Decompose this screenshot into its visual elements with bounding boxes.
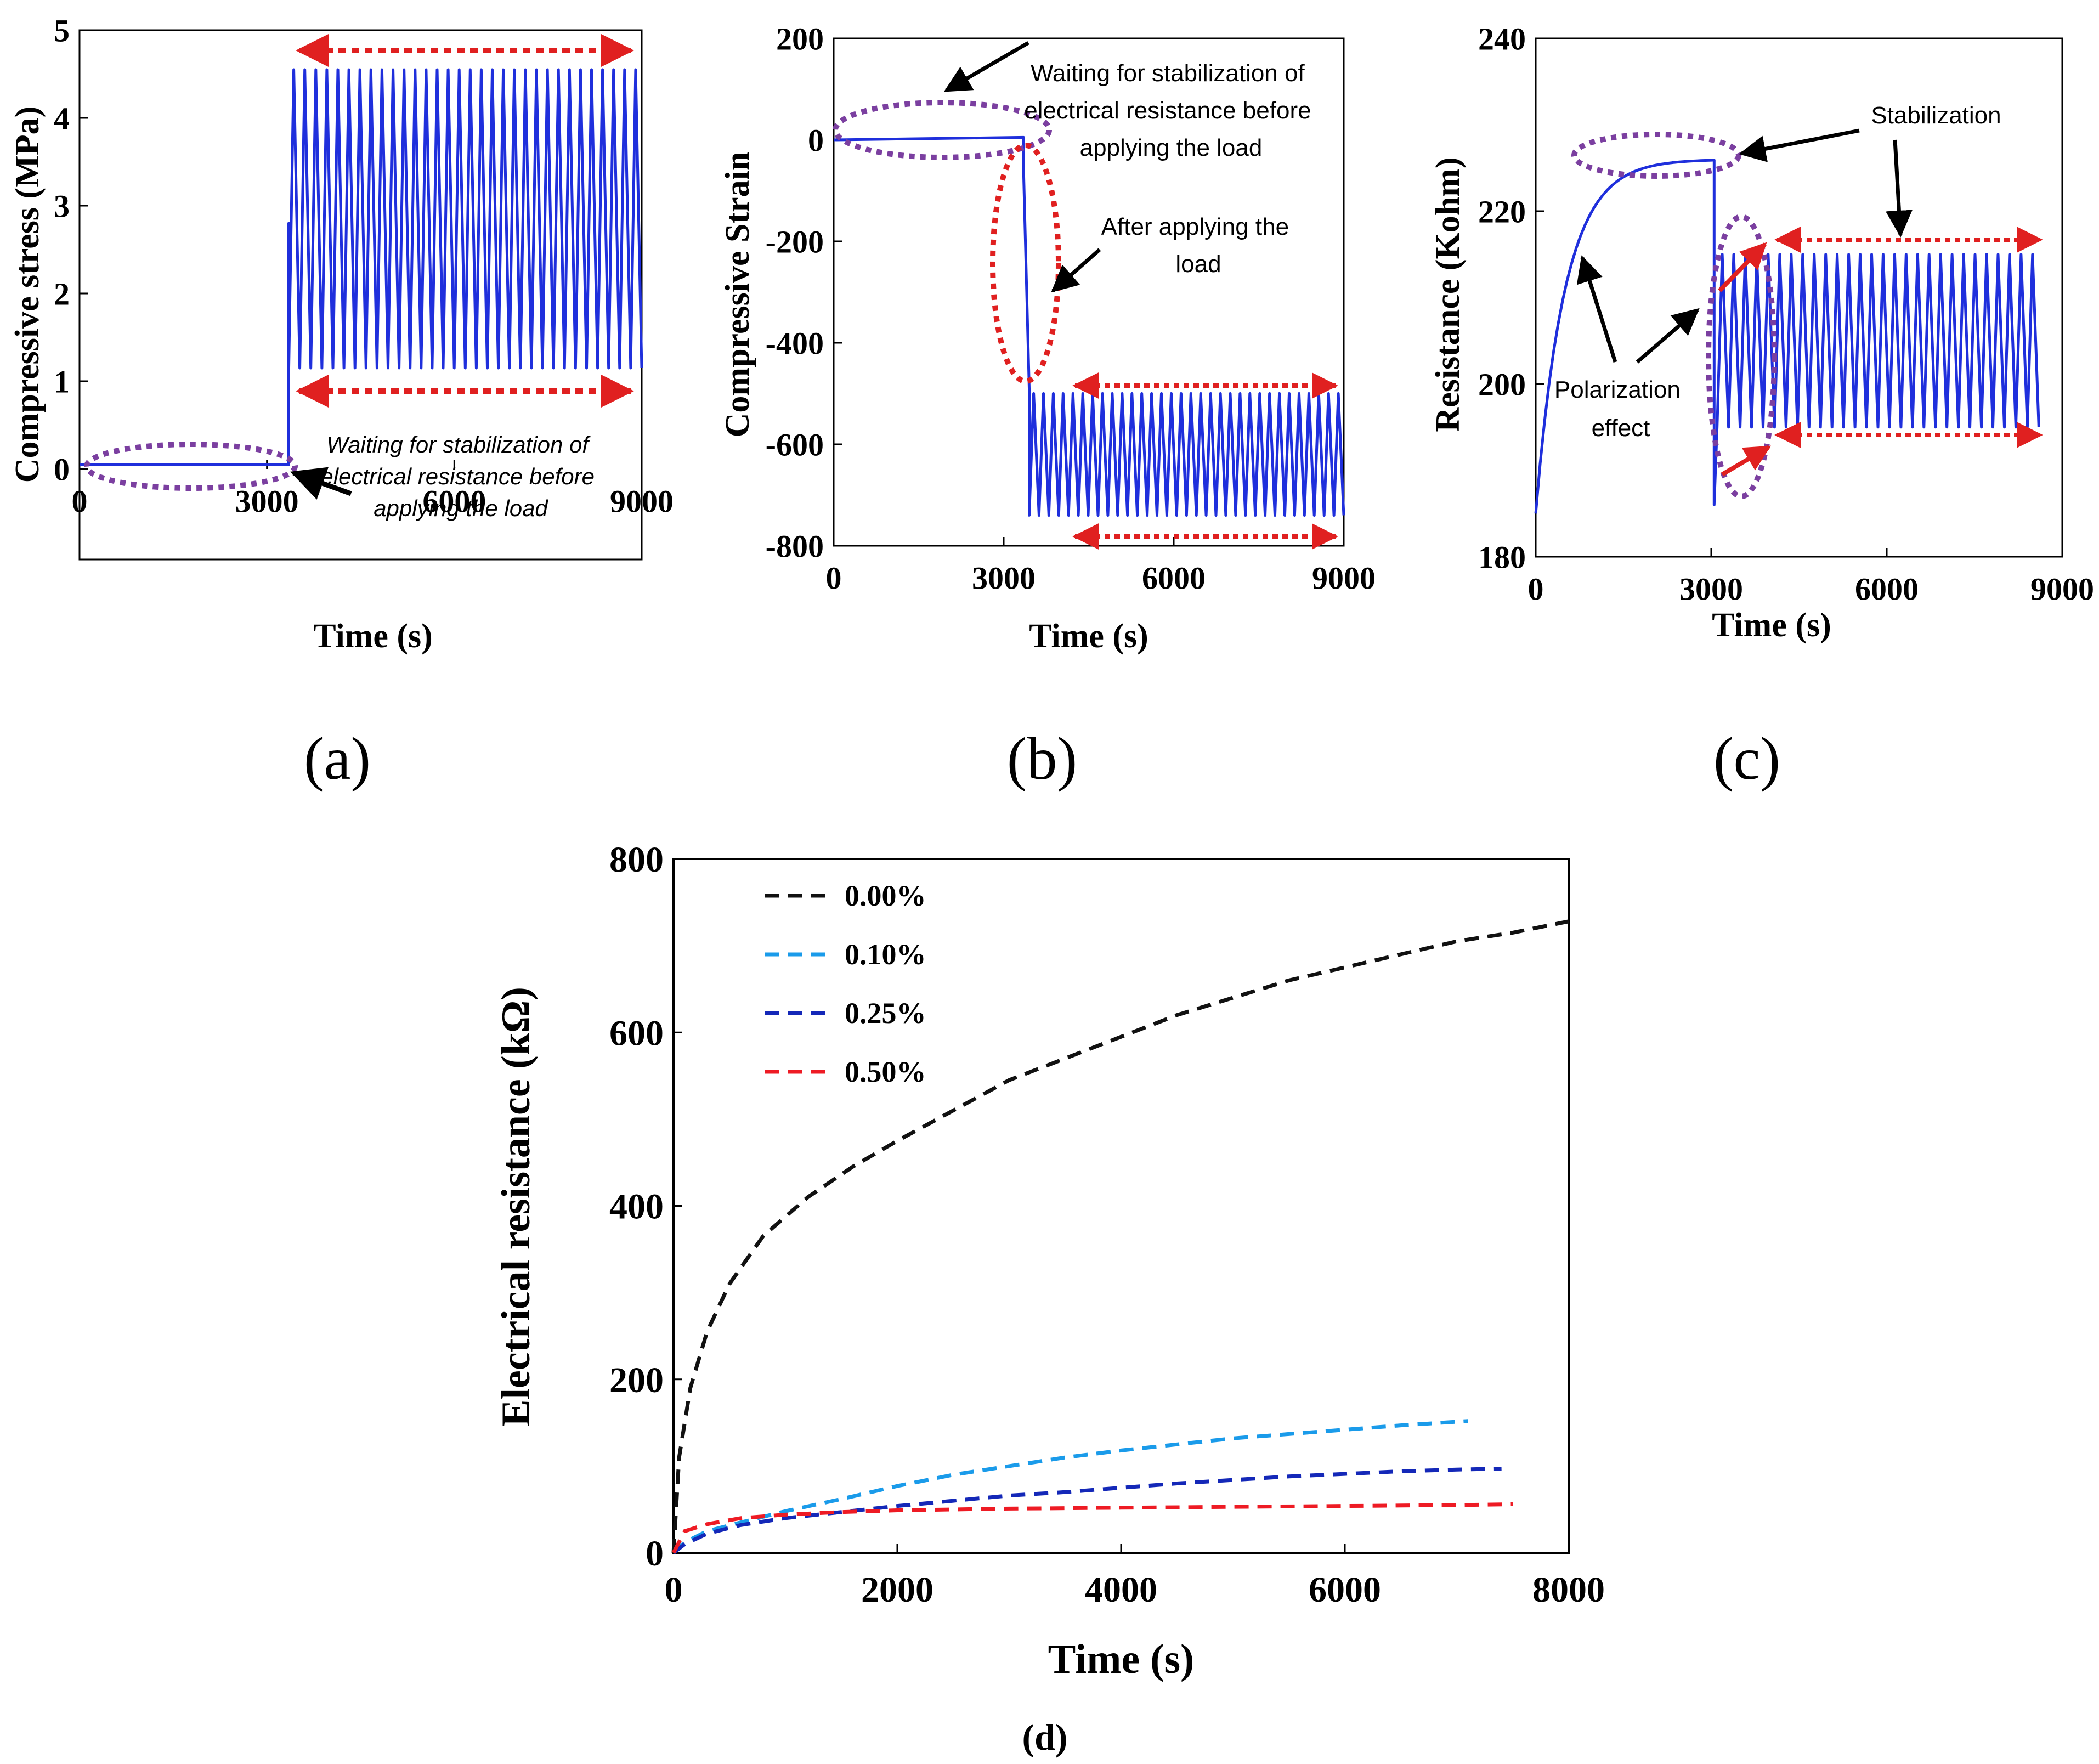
y-tick-label: 800 (609, 840, 664, 880)
panel-c-red-arrow-down (1721, 445, 1772, 477)
y-tick-label: -200 (766, 224, 824, 259)
y-tick-label: -600 (766, 427, 824, 462)
legend-label: 0.00% (845, 879, 926, 912)
panel-a-stress-line (80, 68, 643, 466)
panel-c-ylabel: Resistance (Kohm) (1429, 157, 1467, 432)
x-tick-label: 4000 (1085, 1570, 1157, 1610)
panel-c-label: (c) (1713, 725, 1780, 792)
legend-label: 0.50% (845, 1055, 926, 1088)
panel-c-resistance-line (1534, 159, 2040, 514)
y-tick-label: 400 (609, 1187, 664, 1227)
panel-a: 0 1 2 3 4 5 0 3000 6000 9000 Compressive stress … (9, 13, 674, 792)
panel-c-stabilization-arrow-2 (1885, 139, 1913, 238)
x-tick-label: 3000 (972, 560, 1036, 596)
y-tick-label: -400 (766, 325, 824, 361)
x-tick-label: 6000 (1855, 571, 1919, 607)
panel-b-drop-ellipse (990, 143, 1061, 384)
panel-b-annotation-text-1: Waiting for stabilization of electrical … (1024, 60, 1318, 161)
panel-d-label: (d) (1022, 1716, 1067, 1758)
panel-c-y-ticks: 180 200 220 240 (1478, 21, 1544, 575)
x-tick-label: 0 (826, 560, 842, 596)
panel-a-frame (78, 29, 643, 561)
panel-a-annotation-arrow (290, 467, 352, 500)
x-tick-label: 0 (1528, 571, 1544, 607)
x-tick-label: 6000 (1309, 1570, 1381, 1610)
y-tick-label: 240 (1478, 21, 1526, 56)
x-tick-label: 3000 (1679, 571, 1743, 607)
y-tick-label: 200 (609, 1360, 664, 1400)
panel-c-polarization-arrow-2 (1636, 308, 1700, 364)
legend-label: 0.25% (845, 997, 926, 1030)
series-line-0.10% (672, 1419, 1468, 1554)
x-tick-label: 6000 (422, 483, 486, 519)
x-tick-label: 0 (72, 483, 88, 519)
x-tick-label: 9000 (2030, 571, 2094, 607)
y-tick-label: 0 (808, 122, 824, 158)
panel-d-xlabel: Time (s) (1048, 1636, 1195, 1682)
y-tick-label: 600 (609, 1013, 664, 1053)
panel-c-x-ticks: 0 3000 6000 9000 (1528, 548, 2094, 607)
panel-a-xlabel: Time (s) (313, 618, 433, 655)
y-tick-label: 220 (1478, 194, 1526, 229)
panel-b-baseline-ellipse (833, 100, 1052, 160)
panel-d-ylabel: Electrical resistance (kΩ) (494, 987, 539, 1427)
panel-c-plateau-ellipse (1571, 132, 1741, 179)
y-tick-label: 200 (776, 21, 824, 56)
x-tick-label: 2000 (861, 1570, 933, 1610)
panel-b-x-ticks: 0 3000 6000 9000 (826, 537, 1376, 596)
panel-c-xlabel: Time (s) (1712, 607, 1831, 644)
panel-b-strain-line (833, 135, 1345, 517)
panel-c-polarization-text: Polarization effect (1554, 376, 1687, 442)
panel-a-baseline-ellipse (84, 442, 298, 491)
panel-d-legend: 0.00% 0.10% 0.25% 0.50% (765, 879, 926, 1088)
panel-b-ylabel: Compressive Strain (719, 152, 756, 438)
x-tick-label: 6000 (1142, 560, 1206, 596)
panel-a-ylabel: Compressive stress (MPa) (9, 106, 46, 483)
panel-c-stabilization-arrow-1 (1739, 128, 1860, 162)
panel-b-annotation-text-2: After applying the load (1101, 213, 1296, 278)
panel-c-frame (1535, 37, 2063, 558)
panel-a-y-ticks: 0 1 2 3 4 5 (54, 13, 88, 487)
panel-c-polarization-arrow-1 (1576, 255, 1617, 363)
y-tick-label: 1 (54, 364, 70, 399)
panel-b: -800 -600 -400 -200 0 200 0 3000 6000 9000 Compr… (719, 21, 1376, 792)
y-tick-label: 180 (1478, 539, 1526, 575)
y-tick-label: 2 (54, 276, 70, 312)
panel-b-xlabel: Time (s) (1029, 618, 1148, 655)
y-tick-label: 5 (54, 13, 70, 48)
series-line-0.00% (671, 919, 1569, 1553)
panel-c-red-arrow-up (1718, 242, 1767, 292)
panel-b-annotation-arrow-1 (943, 41, 1029, 93)
x-tick-label: 8000 (1532, 1570, 1605, 1610)
panel-d-series (671, 919, 1569, 1554)
panel-c-stabilization-text: Stabilization (1871, 102, 2001, 129)
x-tick-label: 9000 (610, 483, 674, 519)
y-tick-label: 0 (646, 1534, 664, 1574)
panel-b-y-ticks: -800 -600 -400 -200 0 200 (766, 21, 842, 564)
x-tick-label: 3000 (235, 483, 299, 519)
panel-b-annotation-arrow-2 (1051, 248, 1101, 293)
panel-b-label: (b) (1007, 725, 1077, 792)
y-tick-label: 200 (1478, 366, 1526, 402)
x-tick-label: 9000 (1312, 560, 1376, 596)
panel-d-y-ticks: 0 200 400 600 800 (609, 840, 682, 1574)
panel-c: 180 200 220 240 0 3000 6000 9000 Resistance (K… (1429, 21, 2094, 792)
y-tick-label: 4 (54, 100, 70, 136)
y-tick-label: 0 (54, 451, 70, 487)
panel-d-x-ticks: 0 2000 4000 6000 8000 (665, 1544, 1605, 1610)
panel-a-x-ticks: 0 3000 6000 9000 (72, 460, 674, 519)
panel-a-annotation-text: Waiting for stabilization of electrical … (320, 432, 601, 521)
y-tick-label: -800 (766, 528, 824, 564)
legend-label: 0.10% (845, 938, 926, 971)
series-line-0.25% (672, 1467, 1502, 1554)
y-tick-label: 3 (54, 188, 70, 224)
panel-a-label: (a) (304, 725, 371, 792)
series-line-0.50% (671, 1502, 1513, 1554)
x-tick-label: 0 (665, 1570, 683, 1610)
panel-c-polarization-ellipse (1706, 214, 1777, 499)
panel-d: 0 200 400 600 800 0 2000 4000 6000 8000 0.00% 0.1… (494, 840, 1605, 1758)
